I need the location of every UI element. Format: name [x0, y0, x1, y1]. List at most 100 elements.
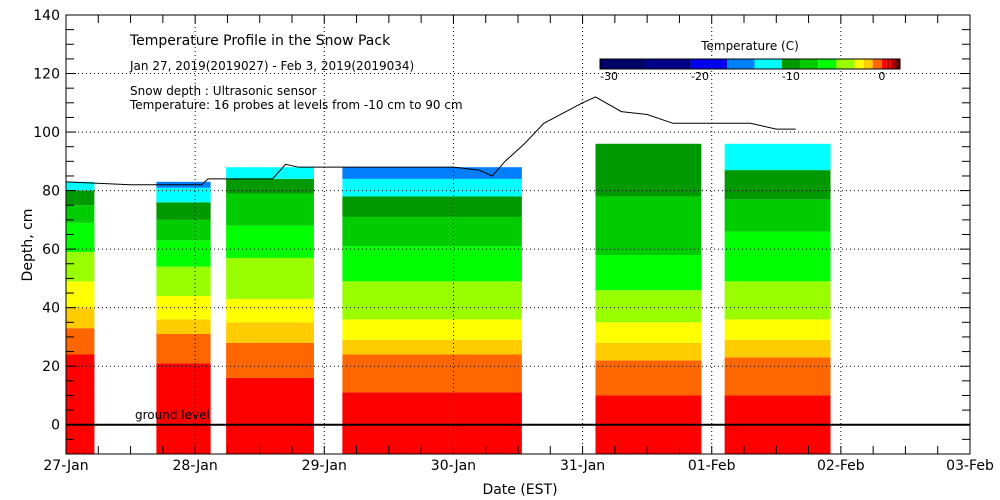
temperature-band [595, 196, 702, 255]
temperature-band [342, 246, 522, 282]
y-tick-label: 120 [33, 67, 60, 83]
temperature-band [156, 334, 211, 364]
temperature-band [342, 178, 522, 197]
note-snow-depth: Snow depth : Ultrasonic sensor [130, 84, 317, 98]
temperature-band [66, 307, 95, 329]
colorbar: -30 -20 -10 0 [599, 58, 901, 83]
y-tick-label: 20 [42, 359, 60, 375]
x-tick-label: 02-Feb [817, 458, 865, 474]
temperature-band [226, 193, 314, 226]
temperature-band [226, 298, 314, 323]
chart-subtitle: Jan 27, 2019(2019027) - Feb 3, 2019(2019… [129, 59, 414, 73]
x-tick-label: 28-Jan [173, 458, 218, 474]
colorbar-swatch [600, 59, 646, 69]
chart-title: Temperature Profile in the Snow Pack [129, 33, 391, 49]
temperature-band [724, 281, 831, 320]
ground-level-label: ground level [135, 408, 210, 422]
temperature-band [226, 322, 314, 343]
x-tick-label: 30-Jan [431, 458, 476, 474]
colorbar-swatch [895, 59, 900, 69]
temperature-band [595, 342, 702, 361]
temperature-band [226, 257, 314, 299]
temperature-band [342, 319, 522, 340]
note-temperature: Temperature: 16 probes at levels from -1… [129, 98, 463, 112]
y-tick-label: 80 [42, 184, 60, 200]
x-axis-label: Date (EST) [482, 482, 557, 498]
x-tick-label: 31-Jan [560, 458, 605, 474]
temperature-band [724, 199, 831, 232]
temperature-band [66, 354, 95, 454]
colorbar-tick-label: -30 [600, 70, 618, 83]
y-tick-label: 100 [33, 125, 60, 141]
axes: 0 20 40 60 80 100 120 140 27-Jan 28-Jan 29-Jan 30-J… [33, 8, 994, 474]
colorbar-swatch [800, 59, 819, 69]
temperature-band [724, 319, 831, 340]
temperature-band [595, 360, 702, 396]
temperature-band [156, 319, 211, 335]
colorbar-swatch [854, 59, 864, 69]
colorbar-swatch [690, 59, 728, 69]
temperature-band [342, 167, 522, 179]
x-tick-label: 29-Jan [302, 458, 347, 474]
temperature-band [595, 322, 702, 343]
colorbar-frame [599, 58, 901, 70]
temperature-band [595, 290, 702, 323]
colorbar-swatch [872, 59, 882, 69]
snow-depth-polyline [65, 96, 796, 186]
temperature-band [156, 363, 211, 454]
temperature-band [66, 205, 95, 223]
temperature-band [724, 357, 831, 396]
temperature-band [342, 196, 522, 217]
temperature-band [66, 281, 95, 308]
temperature-band [156, 202, 211, 220]
colorbar-swatch [890, 59, 896, 69]
colorbar-tick-label: 0 [878, 70, 885, 83]
colorbar-swatch [754, 59, 782, 69]
colorbar-swatch [818, 59, 837, 69]
colorbar-tick-label: -20 [691, 70, 709, 83]
temperature-band [342, 216, 522, 247]
temperature-band [724, 170, 831, 200]
x-tick-label: 03-Feb [946, 458, 994, 474]
y-tick-label: 0 [51, 418, 60, 434]
temperature-band [226, 225, 314, 258]
y-tick-label: 40 [42, 301, 60, 317]
colorbar-swatch [881, 59, 887, 69]
plot-area [66, 143, 831, 454]
temperature-band [156, 187, 211, 203]
temperature-band [66, 328, 95, 355]
temperature-band [156, 219, 211, 241]
colorbar-swatch [727, 59, 755, 69]
temperature-band [595, 254, 702, 291]
temperature-band [724, 143, 831, 171]
temperature-band [156, 295, 211, 320]
colorbar-tick-label: -10 [782, 70, 800, 83]
y-axis-label: Depth, cm [20, 209, 36, 282]
temperature-band [156, 240, 211, 267]
colorbar-swatch [781, 59, 800, 69]
y-tick-label: 60 [42, 242, 60, 258]
temperature-band [342, 281, 522, 320]
x-tick-label: 01-Feb [688, 458, 736, 474]
temperature-band [66, 222, 95, 253]
temperature-band [724, 231, 831, 282]
grid [66, 15, 970, 454]
temperature-band [226, 377, 314, 454]
colorbar-swatch [886, 59, 891, 69]
temperature-band [342, 339, 522, 355]
temperature-band [342, 392, 522, 454]
colorbar-title: Temperature (C) [700, 39, 799, 53]
colorbar-swatch [836, 59, 855, 69]
temperature-band [66, 190, 95, 206]
temperature-band [724, 339, 831, 358]
temperature-band [226, 178, 314, 194]
temperature-band [66, 252, 95, 282]
colorbar-swatch [645, 59, 691, 69]
temperature-band [595, 143, 702, 197]
temperature-band [66, 181, 95, 191]
temperature-band [156, 266, 211, 296]
temperature-band [226, 342, 314, 378]
temperature-band [226, 167, 314, 179]
temperature-band [342, 354, 522, 393]
